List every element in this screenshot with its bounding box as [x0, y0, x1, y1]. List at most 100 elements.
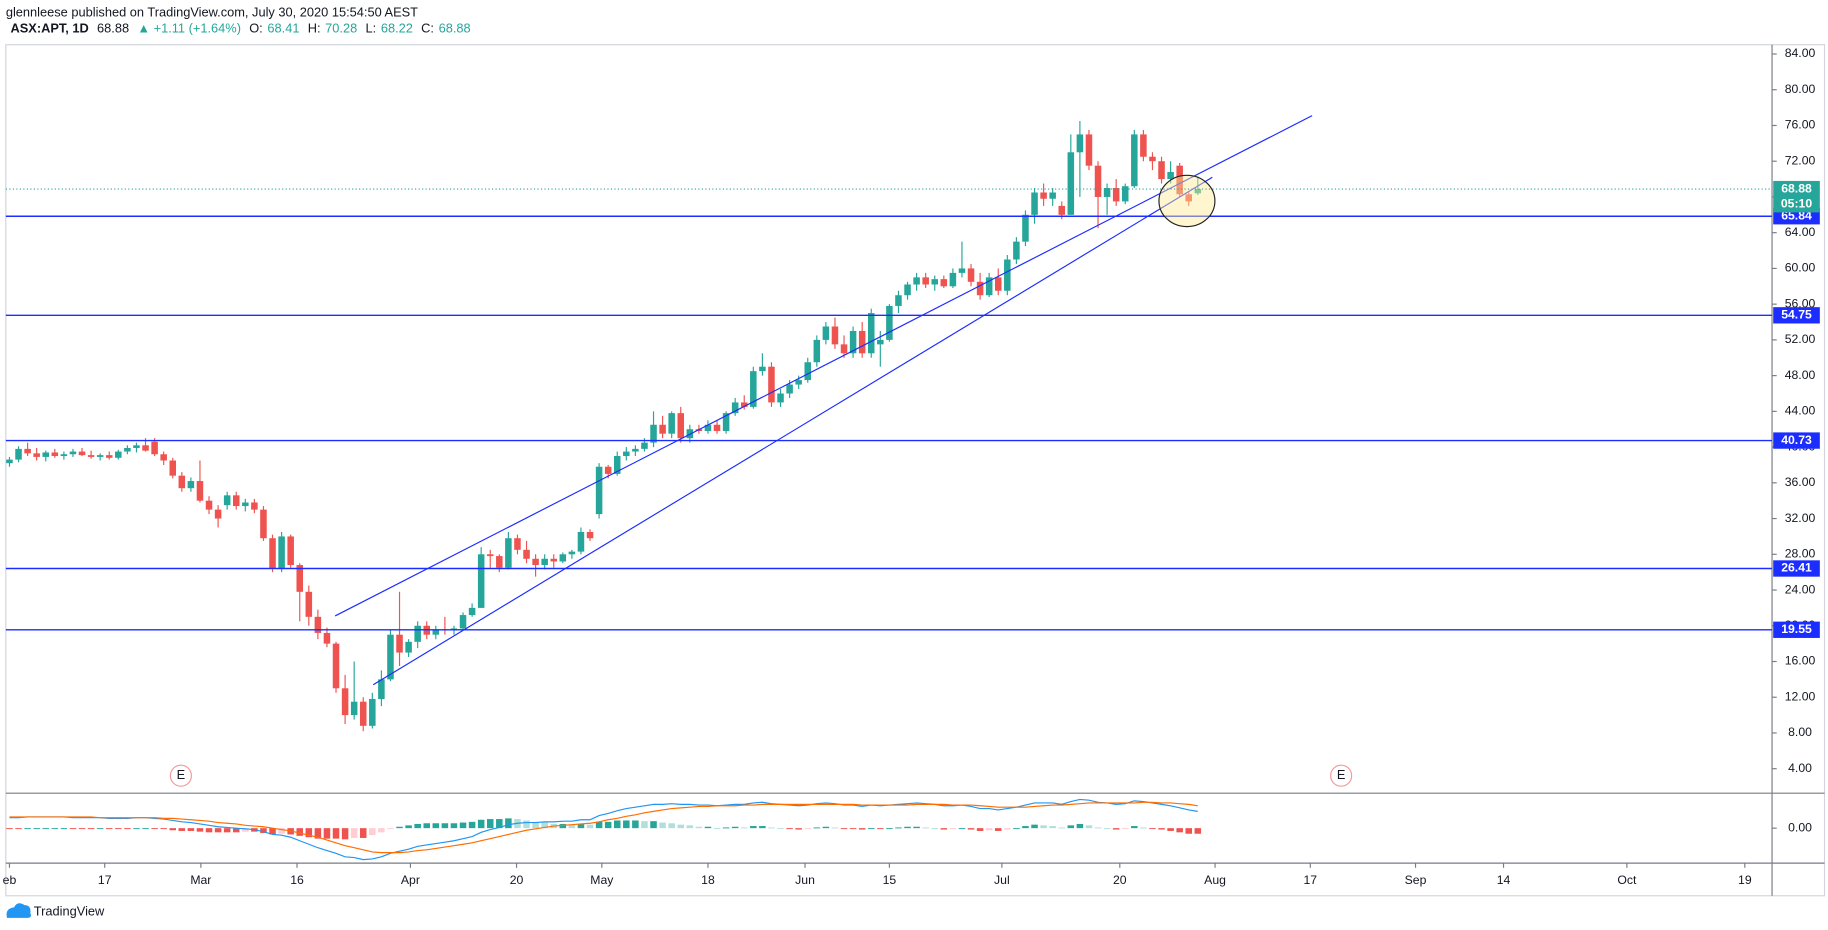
macd-histogram-bar [486, 819, 494, 829]
candle-body [1040, 192, 1047, 199]
channel-line [372, 176, 1213, 686]
candle-body [260, 509, 267, 539]
high-value: 70.28 [325, 21, 357, 36]
brand-text[interactable]: TradingView [34, 903, 105, 918]
candle-body [1158, 161, 1165, 180]
candle-body [922, 277, 929, 285]
macd-histogram-bar [142, 828, 149, 830]
candle-body [142, 445, 149, 451]
candle-body [69, 451, 77, 455]
macd-histogram-bar [976, 828, 984, 831]
candle-body [251, 502, 258, 510]
macd-histogram-bar [105, 828, 113, 830]
macd-histogram-bar [985, 828, 993, 831]
candle-body [1085, 134, 1093, 166]
chart-frame [5, 44, 1826, 897]
candle-body [740, 402, 748, 407]
low-value: 68.22 [381, 21, 413, 36]
candle-body [840, 344, 848, 354]
candle-body [1067, 152, 1075, 215]
x-tick-label: Apr [401, 873, 420, 887]
macd-histogram-bar [387, 828, 394, 830]
macd-histogram-bar [740, 827, 748, 829]
candle-body [160, 454, 167, 461]
macd-histogram-bar [24, 828, 31, 830]
candle-body [278, 536, 285, 569]
candle-body [949, 272, 957, 287]
macd-histogram-bar [858, 828, 866, 830]
candle-body [1076, 134, 1084, 153]
change: ▲ +1.11 (+1.64%) [137, 21, 241, 36]
candle-body [78, 451, 86, 456]
candle-body [414, 625, 421, 642]
candle-body [178, 475, 186, 489]
candle-body [849, 330, 857, 354]
y-tick-label: 12.00 [1785, 689, 1816, 703]
last-price-label: 68.88 [1781, 181, 1812, 195]
candle-body [296, 565, 304, 592]
macd-histogram-bar [1185, 828, 1193, 834]
candle-body [396, 634, 403, 653]
level-badge [1773, 621, 1820, 638]
macd-histogram-bar [822, 826, 830, 829]
y-tick-label: 52.00 [1785, 332, 1816, 346]
macd-histogram-bar [795, 828, 802, 830]
candle-body [305, 591, 313, 617]
candle-body [668, 413, 675, 434]
macd-histogram-bar [877, 828, 884, 830]
candle-body [795, 380, 802, 385]
x-tick-label: 20 [510, 873, 524, 887]
candle-body [468, 607, 476, 616]
macd-histogram-bar [804, 828, 812, 830]
macd-histogram-bar [577, 823, 585, 829]
brand-logo: TradingView [6, 903, 105, 918]
macd-histogram-bar [205, 828, 213, 833]
candle-body [641, 442, 648, 449]
candle-body [704, 424, 712, 432]
macd-histogram-bar [15, 828, 22, 830]
candle-body [133, 445, 140, 448]
last-price: 68.88 [97, 21, 129, 36]
macd-histogram-bar [423, 823, 431, 829]
macd-histogram-bar [659, 822, 666, 829]
candle-body [967, 268, 975, 282]
macd-histogram-bar [713, 828, 721, 830]
candle-body [6, 459, 13, 464]
macd-histogram-bar [967, 828, 975, 830]
macd-histogram-bar [949, 828, 957, 830]
macd-histogram-bar [1103, 828, 1111, 830]
macd-histogram-bar [178, 828, 186, 831]
candle-body [994, 277, 1002, 291]
y-tick-label: 84.00 [1785, 46, 1816, 60]
macd-histogram-bar [214, 828, 222, 833]
candle-body [613, 456, 621, 474]
symbol-line: ASX:APT, 1D 68.88 ▲ +1.11 (+1.64%) O: 68.… [10, 21, 470, 36]
macd-histogram-bar [459, 822, 467, 829]
macd-histogram-bar [650, 821, 657, 829]
macd-histogram-bar [559, 823, 567, 829]
candle-body [124, 447, 131, 452]
y-tick-label: 28.00 [1785, 547, 1816, 561]
macd-histogram-bar [849, 828, 857, 830]
macd-histogram-bar [695, 826, 703, 829]
candle-body [659, 424, 666, 434]
macd-histogram-bar [1049, 826, 1056, 829]
macd-histogram-bar [750, 826, 757, 829]
candle-body [913, 277, 920, 285]
macd-histogram-bar [958, 828, 966, 830]
macd-histogram-bar [677, 824, 685, 829]
x-tick-label: 16 [290, 873, 304, 887]
candle-body [1112, 188, 1120, 202]
candle-body [15, 448, 22, 460]
macd-histogram-bar [505, 818, 512, 829]
macd-histogram-bar [441, 823, 449, 829]
candle-body [577, 531, 585, 552]
candle-body [1149, 156, 1156, 162]
candle-body [205, 500, 213, 510]
candle-body [432, 629, 440, 635]
macd-histogram-bar [232, 828, 240, 833]
macd-histogram-bar [278, 828, 285, 834]
candle-body [722, 413, 730, 432]
x-tick-label: Mar [190, 873, 211, 887]
